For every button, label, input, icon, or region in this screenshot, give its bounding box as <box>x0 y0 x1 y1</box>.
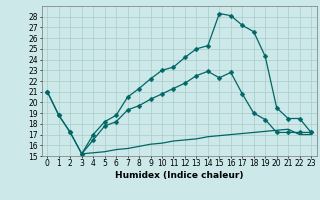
X-axis label: Humidex (Indice chaleur): Humidex (Indice chaleur) <box>115 171 244 180</box>
